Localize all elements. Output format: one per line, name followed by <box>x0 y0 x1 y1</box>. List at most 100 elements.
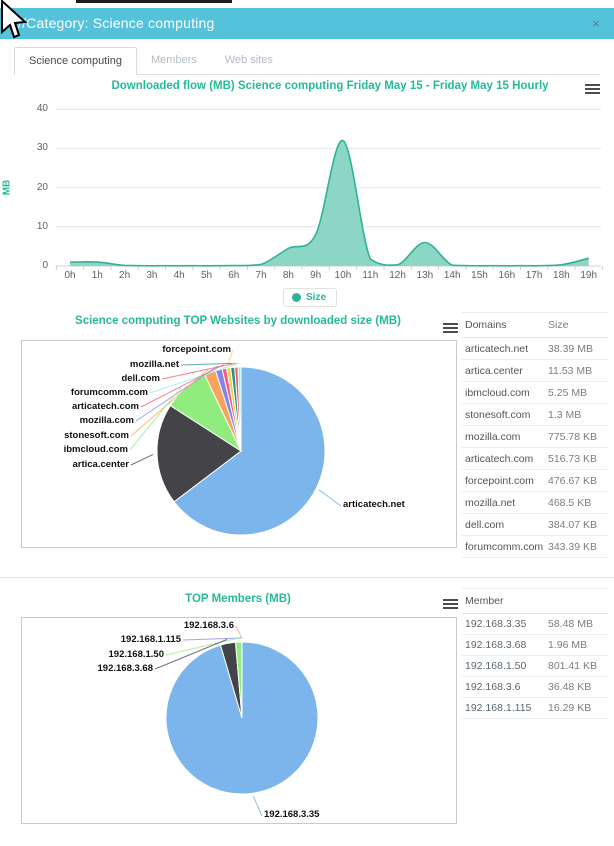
table-cell-name: articatech.com <box>465 452 534 465</box>
members-pie-chart <box>154 625 319 817</box>
table-cell-size: 801.41 KB <box>548 660 598 672</box>
tab-members[interactable]: Members <box>150 54 197 66</box>
pie-slice-label: 192.168.1.115 <box>120 634 181 645</box>
close-icon[interactable]: × <box>592 16 600 31</box>
table-cell-size: 11.53 MB <box>548 364 593 377</box>
table-cell-name: 192.168.3.68 <box>462 639 548 651</box>
table-cell-size: 1.3 MB <box>548 408 582 421</box>
x-axis-tick-label: 7h <box>255 270 267 281</box>
table-cell-size: 775.78 KB <box>548 430 598 443</box>
x-axis-tick-label: 10h <box>334 270 352 281</box>
member-link[interactable]: 192.168.1.50 <box>465 660 527 672</box>
x-axis-tick-label: 5h <box>200 270 213 281</box>
x-axis-tick-label: 6h <box>228 270 240 281</box>
websites-pie-panel: forcepoint.com mozilla.net dell.com forumco… <box>21 340 457 548</box>
table-cell-name: 192.168.1.50 <box>462 660 548 672</box>
table-header <box>548 589 608 613</box>
section-divider <box>0 577 614 578</box>
x-axis-tick-label: 8h <box>282 270 294 281</box>
pie-slice-label: 192.168.3.68 <box>97 663 153 674</box>
pie-slice-label: articatech.com <box>71 401 139 412</box>
table-row: 192.168.1.50 801.41 KB <box>462 656 608 677</box>
pie-slice-articatech.net[interactable] <box>173 366 326 536</box>
table-row: mozilla.net 468.5 KB <box>462 492 608 514</box>
legend-marker-icon <box>292 293 301 302</box>
table-header: Member <box>465 595 504 607</box>
table-row: mozilla.com 775.78 KB <box>462 426 608 448</box>
tab-science-computing[interactable]: Science computing <box>14 47 137 75</box>
websites-pie-chart <box>129 349 342 536</box>
table-cell-size: 16.29 KB <box>548 702 592 714</box>
member-link[interactable]: 192.168.3.6 <box>465 681 521 693</box>
x-axis-tick-label: 9h <box>310 270 322 281</box>
chart-legend: Size <box>283 288 338 307</box>
table-header-row: Member <box>462 588 608 614</box>
pie-slice-label: articatech.net <box>343 499 405 510</box>
table-cell-size: 384.07 KB <box>548 518 598 531</box>
pie-slice-label: 192.168.3.6 <box>183 620 234 631</box>
table-cell-size: 5.25 MB <box>548 386 588 399</box>
table-cell-name: forcepoint.com <box>465 474 534 487</box>
table-cell-size: 38.39 MB <box>548 342 593 355</box>
table-row: dell.com 384.07 KB <box>462 514 608 536</box>
pie-slice-label: artica.center <box>72 459 129 470</box>
table-cell-size: 343.39 KB <box>548 540 598 553</box>
table-cell-size: 1.96 MB <box>548 639 588 651</box>
x-axis-tick-label: 1h <box>91 270 103 281</box>
background-window-edge <box>76 0 232 3</box>
table-header: Size <box>548 319 569 331</box>
x-axis-tick-label: 16h <box>498 270 516 281</box>
pie-slice-forumcomm.com[interactable] <box>237 366 242 452</box>
pie-slice-artica.center[interactable] <box>156 404 242 503</box>
domains-table: Domains Size articatech.net 38.39 MB artica.… <box>462 312 608 558</box>
table-row: ibmcloud.com 5.25 MB <box>462 382 608 404</box>
tab-bar: Science computing Members Web sites <box>14 47 600 75</box>
x-axis-tick-label: 18h <box>553 270 570 281</box>
x-axis-tick-label: 0h <box>64 270 76 281</box>
hamburger-icon <box>443 599 458 601</box>
member-link[interactable]: 192.168.1.115 <box>465 702 532 714</box>
tab-websites[interactable]: Web sites <box>224 54 273 66</box>
hamburger-icon <box>585 84 600 86</box>
table-row: 192.168.3.6 36.48 KB <box>462 677 608 698</box>
table-row: articatech.com 516.73 KB <box>462 448 608 470</box>
y-axis-tick-label: 10 <box>36 220 48 232</box>
table-cell-name: 192.168.3.35 <box>462 618 548 630</box>
table-cell-size: 36.48 KB <box>548 681 592 693</box>
table-header: Domains <box>465 319 507 331</box>
members-table: Member 192.168.3.35 58.48 MB 192.168.3.68 1.… <box>462 588 608 719</box>
table-row: 192.168.1.115 16.29 KB <box>462 698 608 719</box>
table-cell-name: artica.center <box>465 364 523 377</box>
x-axis-tick-label: 15h <box>471 270 488 281</box>
x-axis-tick-label: 19h <box>580 270 598 281</box>
y-axis-tick-label: 20 <box>36 181 48 193</box>
legend-item-size[interactable]: Size <box>306 292 327 303</box>
members-pie-menu-button[interactable] <box>443 597 458 611</box>
member-link[interactable]: 192.168.3.35 <box>465 618 527 630</box>
y-axis-tick-label: 40 <box>36 103 48 115</box>
pie-slice-label: dell.com <box>121 373 160 384</box>
pie-slice-label: stonesoft.com <box>64 430 129 441</box>
pie-slice-label: mozilla.net <box>129 359 179 370</box>
table-cell-name: dell.com <box>465 518 505 531</box>
websites-pie-menu-button[interactable] <box>443 321 458 335</box>
hamburger-icon <box>443 323 458 325</box>
area-chart-title: Downloaded flow (MB) Science computing F… <box>111 80 549 92</box>
members-pie-panel: 192.168.3.6 192.168.1.115 192.168.1.50 192.… <box>21 617 457 824</box>
table-row: artica.center 11.53 MB <box>462 360 608 382</box>
table-row: articatech.net 38.39 MB <box>462 338 608 360</box>
table-cell-size: 476.67 KB <box>548 474 598 487</box>
table-cell-size: 58.48 MB <box>548 618 593 630</box>
members-pie-title: TOP Members (MB) <box>185 593 291 605</box>
table-row: forumcomm.com 343.39 KB <box>462 536 608 558</box>
pie-slice-label: ibmcloud.com <box>63 444 128 455</box>
table-cell-name: stonesoft.com <box>465 408 531 421</box>
table-cell-size: 468.5 KB <box>548 496 592 509</box>
table-cell-name: mozilla.net <box>465 496 516 509</box>
table-row: forcepoint.com 476.67 KB <box>462 470 608 492</box>
pie-slice-label: forcepoint.com <box>162 344 231 355</box>
x-axis-tick-label: 17h <box>525 270 543 281</box>
area-chart-menu-button[interactable] <box>585 82 600 96</box>
table-cell-name: ibmcloud.com <box>465 386 530 399</box>
member-link[interactable]: 192.168.3.68 <box>465 639 527 651</box>
